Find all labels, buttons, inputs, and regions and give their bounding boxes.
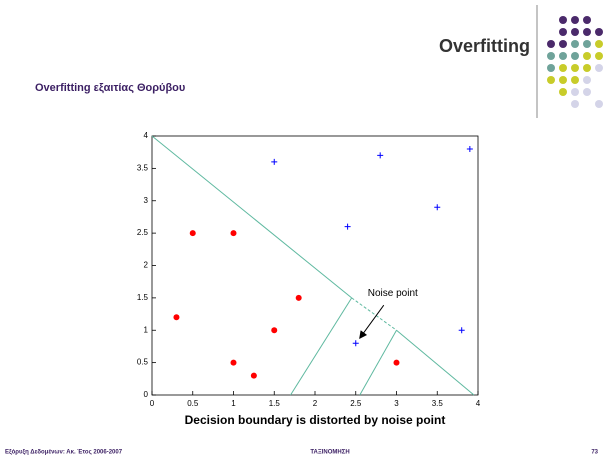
decision-boundary bbox=[352, 298, 397, 330]
x-tick-label: 0 bbox=[150, 399, 155, 408]
y-tick-label: 1 bbox=[144, 325, 149, 334]
x-tick-label: 2 bbox=[313, 399, 318, 408]
dot-point bbox=[271, 327, 277, 333]
x-tick-label: 3 bbox=[394, 399, 399, 408]
plus-point bbox=[345, 224, 351, 230]
decision-boundary bbox=[360, 330, 397, 395]
y-tick-label: 2.5 bbox=[137, 228, 149, 237]
dot-point bbox=[251, 373, 257, 379]
x-tick-label: 4 bbox=[476, 399, 481, 408]
plus-point bbox=[467, 146, 473, 152]
dot-point bbox=[173, 314, 179, 320]
plus-point bbox=[459, 327, 465, 333]
x-tick-label: 2.5 bbox=[350, 399, 362, 408]
x-tick-label: 1.5 bbox=[269, 399, 281, 408]
y-tick-label: 1.5 bbox=[137, 293, 149, 302]
slide-subtitle: Overfitting εξαιτίας Θορύβου bbox=[35, 82, 185, 94]
slide-canvas: Overfitting Overfitting εξαιτίας Θορύβου… bbox=[0, 0, 612, 461]
dot-point bbox=[231, 230, 237, 236]
y-tick-label: 3.5 bbox=[137, 163, 149, 172]
annotation-arrow bbox=[360, 305, 384, 338]
decoration-dots bbox=[547, 16, 603, 108]
x-tick-label: 0.5 bbox=[187, 399, 199, 408]
slide: Overfitting Overfitting εξαιτίας Θορύβου… bbox=[0, 0, 612, 461]
caption: Decision boundary is distorted by noise … bbox=[185, 413, 446, 427]
plus-point bbox=[377, 152, 383, 158]
y-tick-label: 4 bbox=[144, 131, 149, 140]
x-tick-label: 1 bbox=[231, 399, 236, 408]
y-tick-label: 2 bbox=[144, 261, 149, 270]
y-tick-label: 0.5 bbox=[137, 358, 149, 367]
plus-point bbox=[434, 204, 440, 210]
dot-point bbox=[190, 230, 196, 236]
plus-point bbox=[271, 159, 277, 165]
slide-title: Overfitting bbox=[439, 36, 530, 56]
dot-point bbox=[231, 360, 237, 366]
y-tick-label: 0 bbox=[144, 390, 149, 399]
y-tick-label: 3 bbox=[144, 196, 149, 205]
decision-boundary bbox=[291, 298, 352, 395]
annotation-label: Noise point bbox=[368, 288, 418, 299]
page-number: 73 bbox=[591, 450, 598, 456]
dot-point bbox=[296, 295, 302, 301]
footer-center: ΤΑΞΙΝΟΜΗΣΗ bbox=[310, 450, 349, 456]
decision-boundary bbox=[152, 136, 352, 298]
plus-point bbox=[353, 340, 359, 346]
x-tick-label: 3.5 bbox=[432, 399, 444, 408]
decision-boundary bbox=[397, 330, 474, 395]
footer-left: Εξόρυξη Δεδομένων: Ακ. Έτος 2006-2007 bbox=[5, 450, 123, 456]
dot-point bbox=[394, 360, 400, 366]
